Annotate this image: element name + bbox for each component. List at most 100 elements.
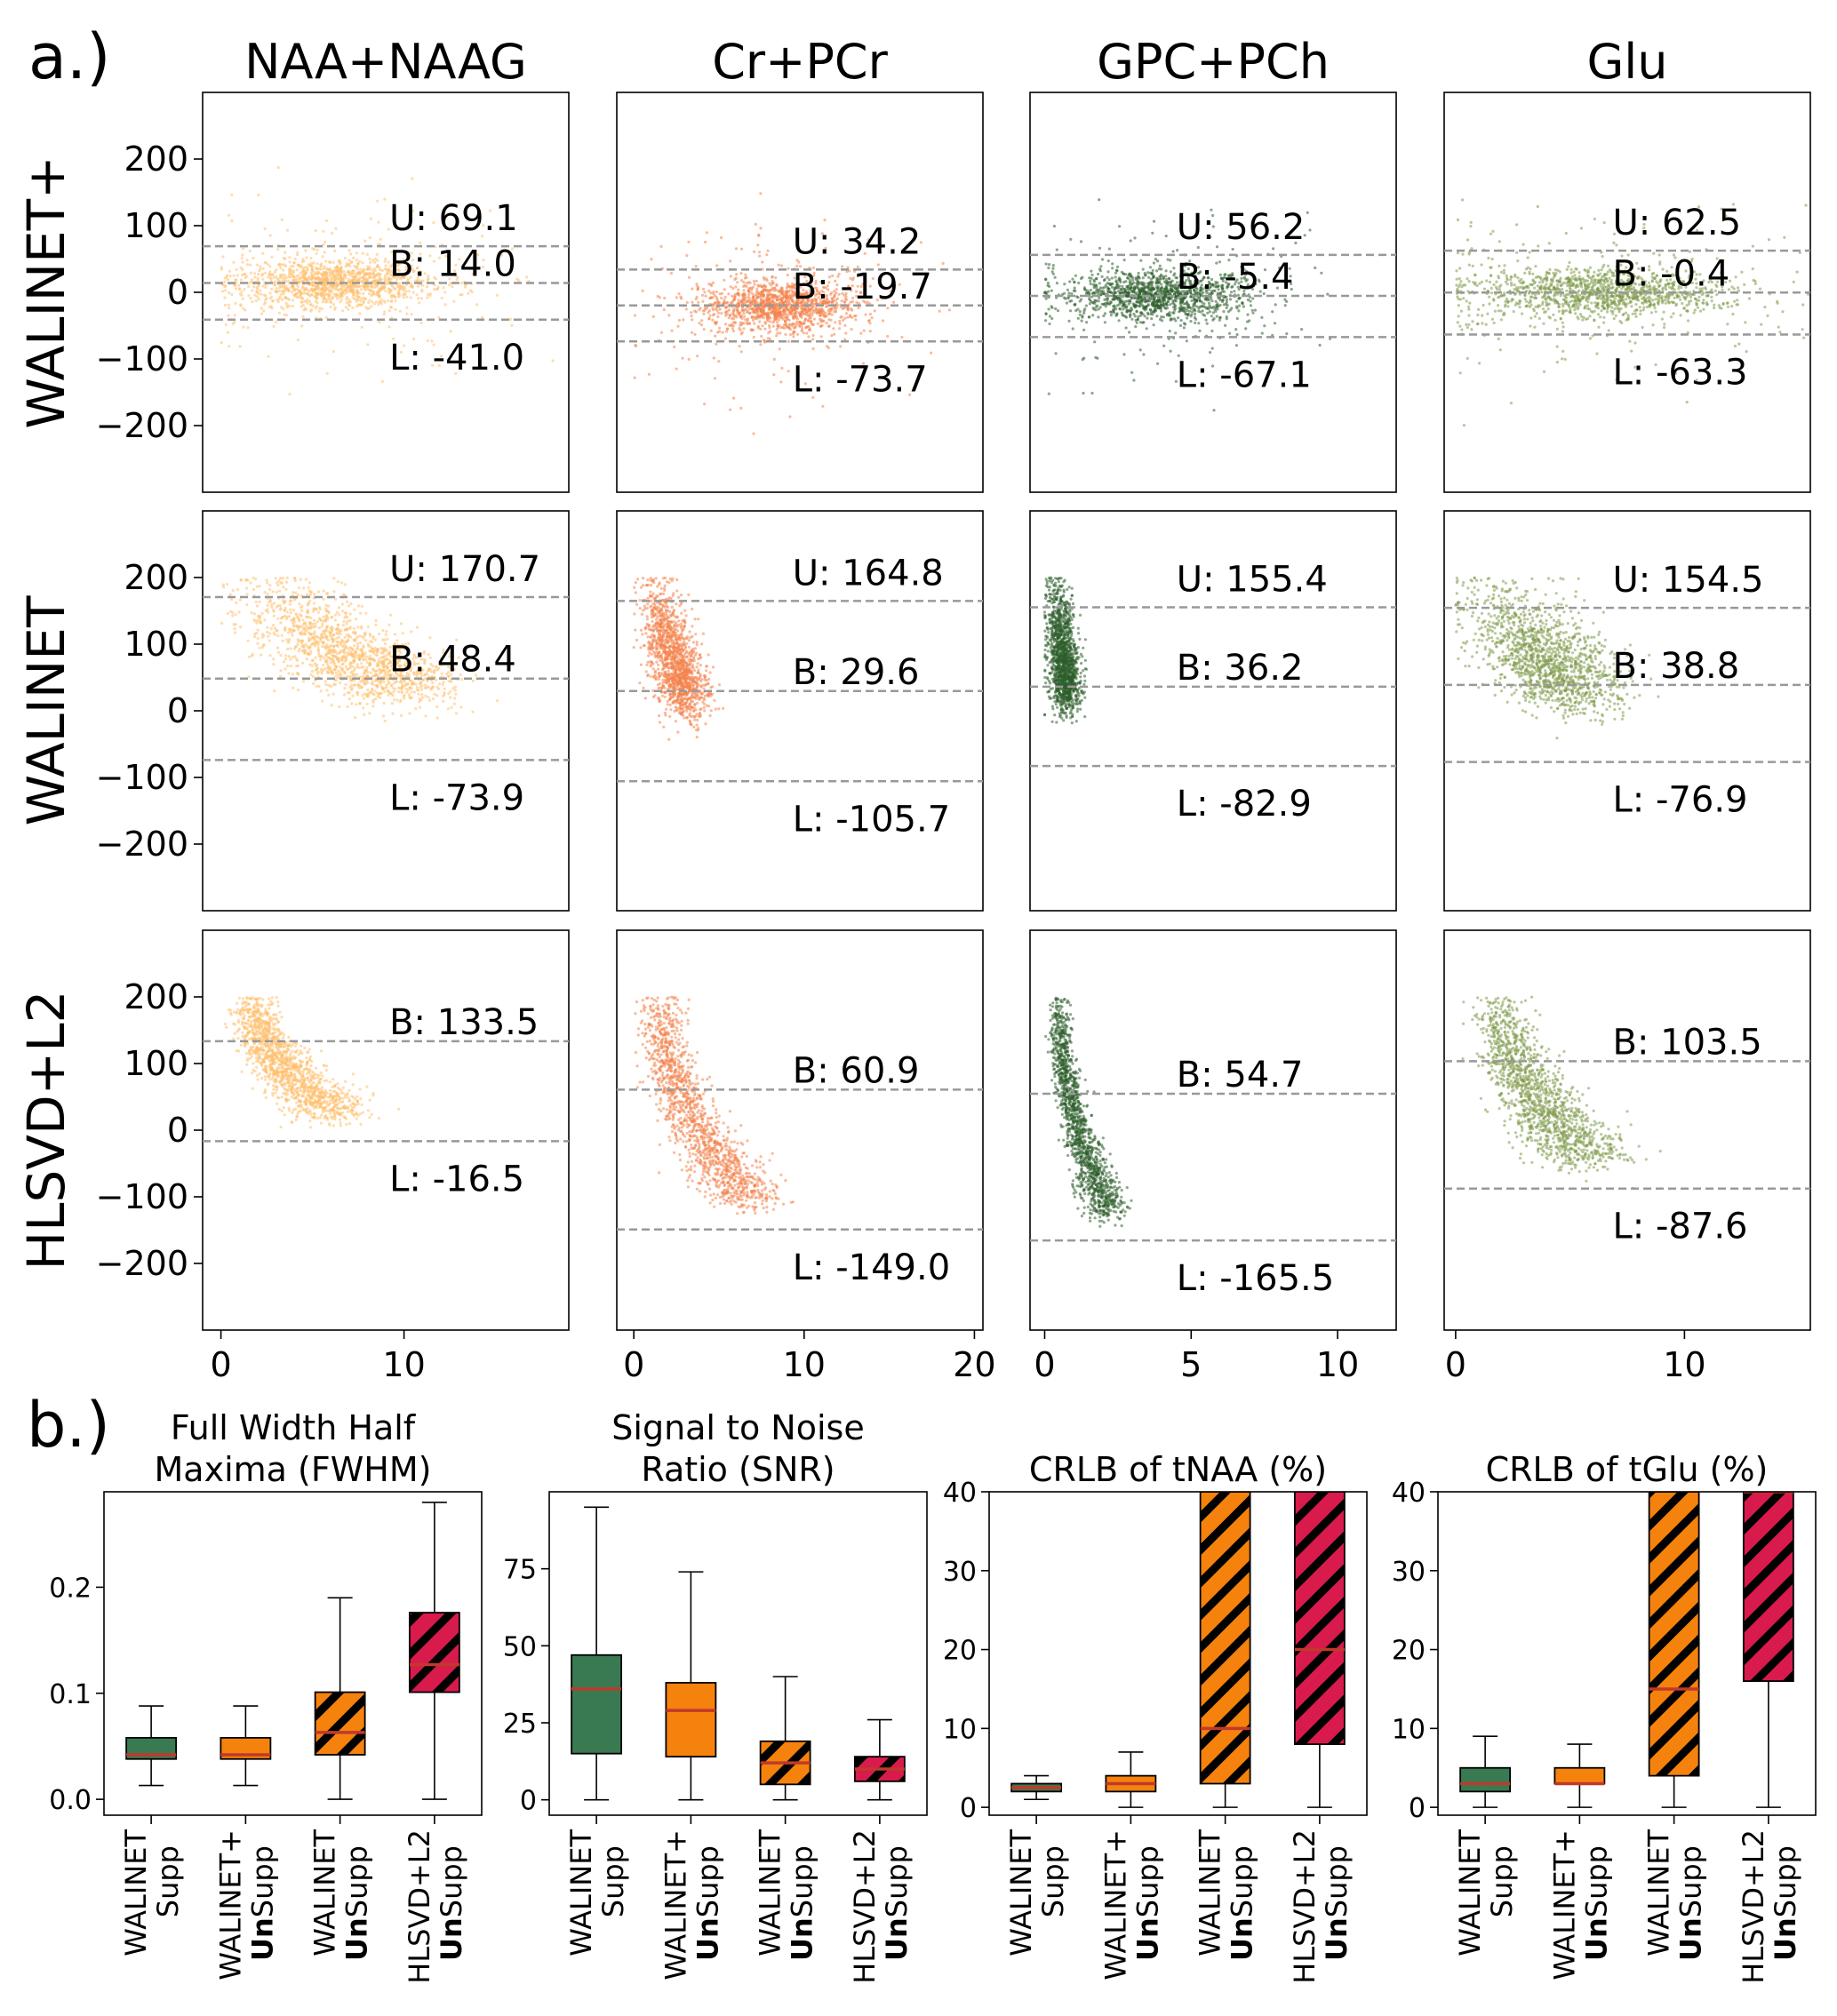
scatter-point: [1107, 247, 1111, 251]
scatter-point: [1175, 283, 1178, 287]
scatter-point: [249, 297, 252, 300]
scatter-point: [1258, 290, 1262, 293]
scatter-point: [1149, 293, 1154, 297]
scatter-point: [1074, 308, 1078, 313]
scatter-point: [833, 332, 836, 336]
scatter-point: [815, 286, 819, 291]
scatter-point: [338, 296, 341, 299]
scatter-point: [411, 264, 414, 267]
scatter-point: [802, 331, 806, 335]
scatter-point: [245, 263, 249, 267]
scatter-point: [1134, 318, 1138, 323]
scatter-point: [1564, 231, 1568, 235]
scatter-point: [377, 243, 380, 246]
scatter-point: [709, 329, 713, 332]
scatter-point: [267, 355, 270, 358]
scatter-point: [1196, 278, 1200, 283]
scatter-point: [1470, 328, 1474, 331]
scatter-point: [724, 301, 729, 305]
scatter-point: [368, 271, 371, 275]
scatter-point: [1733, 344, 1737, 348]
scatter-point: [1090, 391, 1094, 395]
scatter-point: [791, 299, 795, 303]
scatter-point: [280, 263, 284, 267]
scatter-point: [1128, 331, 1131, 334]
scatter-point: [383, 310, 387, 314]
scatter-point: [223, 296, 227, 299]
scatter-point: [256, 295, 260, 299]
scatter-point: [333, 266, 337, 269]
scatter-panel-walinet-plus-3: U: 62.5B: -0.4L: -63.3: [1443, 92, 1811, 493]
scatter-point: [1233, 290, 1236, 293]
y-tick-label: 0: [167, 273, 188, 312]
scatter-point: [376, 293, 379, 297]
scatter-point: [1751, 267, 1754, 271]
scatter-point: [866, 300, 869, 304]
scatter-point: [765, 253, 769, 257]
scatter-point: [345, 295, 348, 299]
scatter-point: [754, 292, 758, 297]
scatter-point: [793, 323, 796, 326]
scatter-point: [375, 252, 379, 256]
scatter-point: [1458, 371, 1462, 375]
scatter-point: [382, 287, 386, 291]
scatter-point: [226, 331, 229, 334]
scatter-point: [743, 315, 747, 318]
y-tick-label: −100: [96, 339, 188, 378]
scatter-point: [387, 299, 390, 303]
scatter-point: [1670, 266, 1673, 269]
scatter-point: [1562, 281, 1566, 284]
scatter-point: [1275, 286, 1279, 290]
scatter-point: [1730, 285, 1734, 289]
scatter-panel-walinet-plus-2: U: 56.2B: -5.4L: -67.1: [1029, 92, 1397, 493]
scatter-point: [354, 283, 357, 287]
scatter-point: [308, 294, 312, 298]
scatter-point: [712, 304, 715, 307]
scatter-point: [1194, 285, 1198, 290]
scatter-point: [1224, 302, 1228, 306]
scatter-point: [280, 218, 284, 221]
scatter-point: [775, 299, 779, 302]
scatter-point: [876, 263, 880, 267]
scatter-point: [1715, 293, 1719, 297]
scatter-point: [1189, 291, 1193, 294]
scatter-point: [1144, 273, 1147, 277]
scatter-point: [1237, 297, 1241, 300]
scatter-point: [284, 284, 288, 288]
scatter-point: [489, 209, 492, 212]
scatter-point: [451, 285, 454, 289]
scatter-point: [1122, 353, 1126, 356]
scatter-point: [1211, 311, 1215, 315]
scatter-point: [693, 309, 697, 313]
scatter-point: [309, 302, 313, 307]
scatter-point: [819, 300, 822, 304]
scatter-point: [230, 292, 234, 297]
scatter-point: [1552, 313, 1555, 316]
scatter-point: [411, 259, 415, 262]
scatter-point: [1158, 264, 1162, 267]
scatter-point: [318, 277, 322, 281]
scatter-point: [355, 298, 359, 301]
scatter-point: [1308, 228, 1312, 232]
scatter-point: [1205, 299, 1209, 302]
scatter-point: [822, 286, 826, 290]
scatter-point: [315, 248, 319, 251]
scatter-point: [1692, 311, 1696, 315]
scatter-point: [786, 284, 789, 288]
scatter-point: [695, 283, 699, 286]
scatter-point: [1113, 306, 1116, 309]
scatter-point: [1615, 243, 1618, 247]
scatter-point: [1250, 308, 1254, 312]
scatter-point: [419, 270, 422, 274]
scatter-point: [1586, 274, 1590, 278]
scatter-point: [1127, 294, 1130, 298]
scatter-point: [802, 288, 805, 291]
scatter-point: [1766, 314, 1769, 317]
scatter-point: [351, 306, 355, 309]
scatter-point: [808, 291, 812, 294]
scatter-point: [709, 291, 713, 295]
scatter-point: [857, 301, 861, 306]
scatter-point: [1626, 315, 1630, 319]
scatter-point: [723, 323, 728, 326]
scatter-point: [732, 315, 736, 318]
